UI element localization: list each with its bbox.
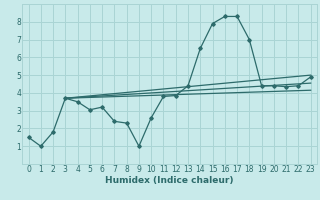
X-axis label: Humidex (Indice chaleur): Humidex (Indice chaleur)	[105, 176, 234, 185]
